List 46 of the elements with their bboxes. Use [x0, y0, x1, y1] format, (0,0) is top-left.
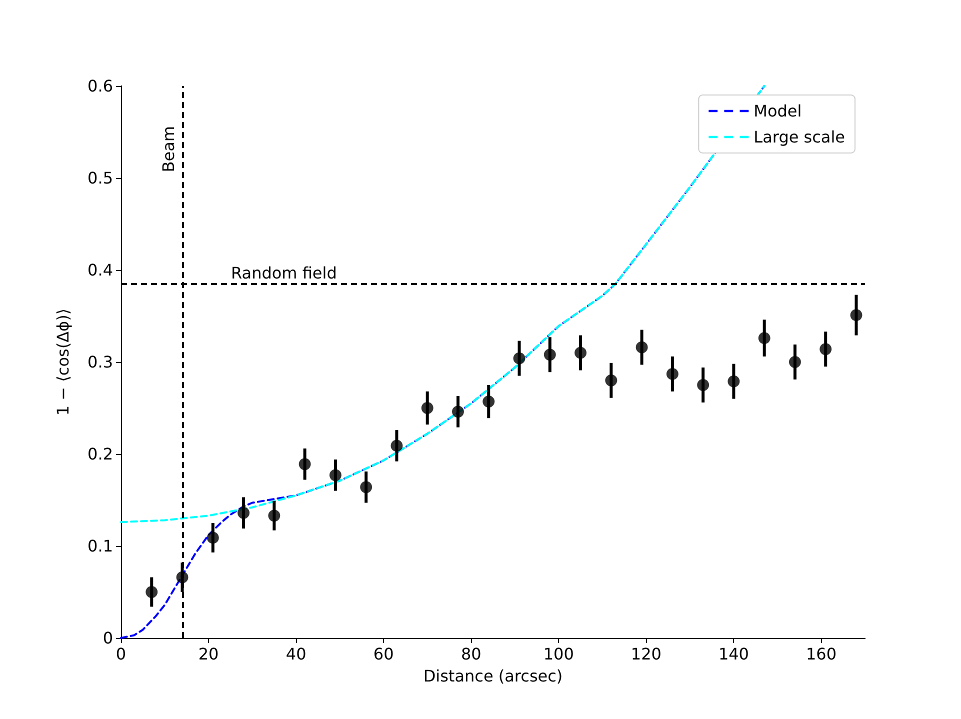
x-tick-label: 140: [718, 644, 749, 664]
x-tick-label: 20: [198, 644, 219, 664]
point: [513, 352, 526, 364]
point: [298, 458, 311, 470]
y-tick-label: 0.1: [88, 536, 113, 556]
point: [788, 356, 801, 368]
y-tick-label: 0.3: [88, 352, 113, 372]
point: [666, 368, 678, 380]
ref-line-label: Beam: [158, 126, 178, 172]
x-tick-label: 100: [543, 644, 574, 664]
point: [329, 469, 342, 482]
point: [452, 406, 464, 418]
y-tick-label: 0.6: [88, 76, 113, 96]
point: [146, 586, 158, 598]
point: [728, 375, 740, 388]
x-tick-label: 160: [806, 644, 837, 664]
point: [206, 532, 219, 544]
point: [544, 348, 556, 361]
point: [176, 571, 188, 584]
y-tick-label: 0.2: [88, 444, 113, 464]
y-tick-label: 0: [102, 628, 113, 648]
y-axis-title: 1 − ⟨cos(Δϕ)⟩: [54, 308, 72, 416]
x-tick-label: 40: [286, 644, 306, 664]
point: [360, 481, 372, 494]
x-tick-label: 0: [116, 644, 126, 664]
y-tick-label: 0.5: [88, 168, 113, 188]
point: [268, 510, 280, 522]
point: [421, 402, 434, 414]
y-tick-label: 0.4: [88, 260, 113, 280]
ref-line-label: Random field: [231, 263, 337, 282]
legend-label: Model: [754, 102, 802, 120]
point: [482, 396, 495, 408]
x-axis-title: Distance (arcsec): [423, 666, 563, 686]
point: [636, 341, 648, 354]
point: [574, 346, 587, 359]
point: [605, 374, 618, 386]
x-tick-label: 120: [630, 644, 662, 664]
legend-label: Large scale: [754, 128, 845, 146]
x-tick-label: 80: [460, 644, 482, 664]
point: [697, 379, 710, 391]
point: [820, 343, 832, 356]
point: [238, 506, 250, 519]
point: [390, 440, 403, 452]
x-tick-label: 60: [373, 644, 394, 664]
point: [758, 332, 770, 344]
point: [850, 309, 862, 322]
